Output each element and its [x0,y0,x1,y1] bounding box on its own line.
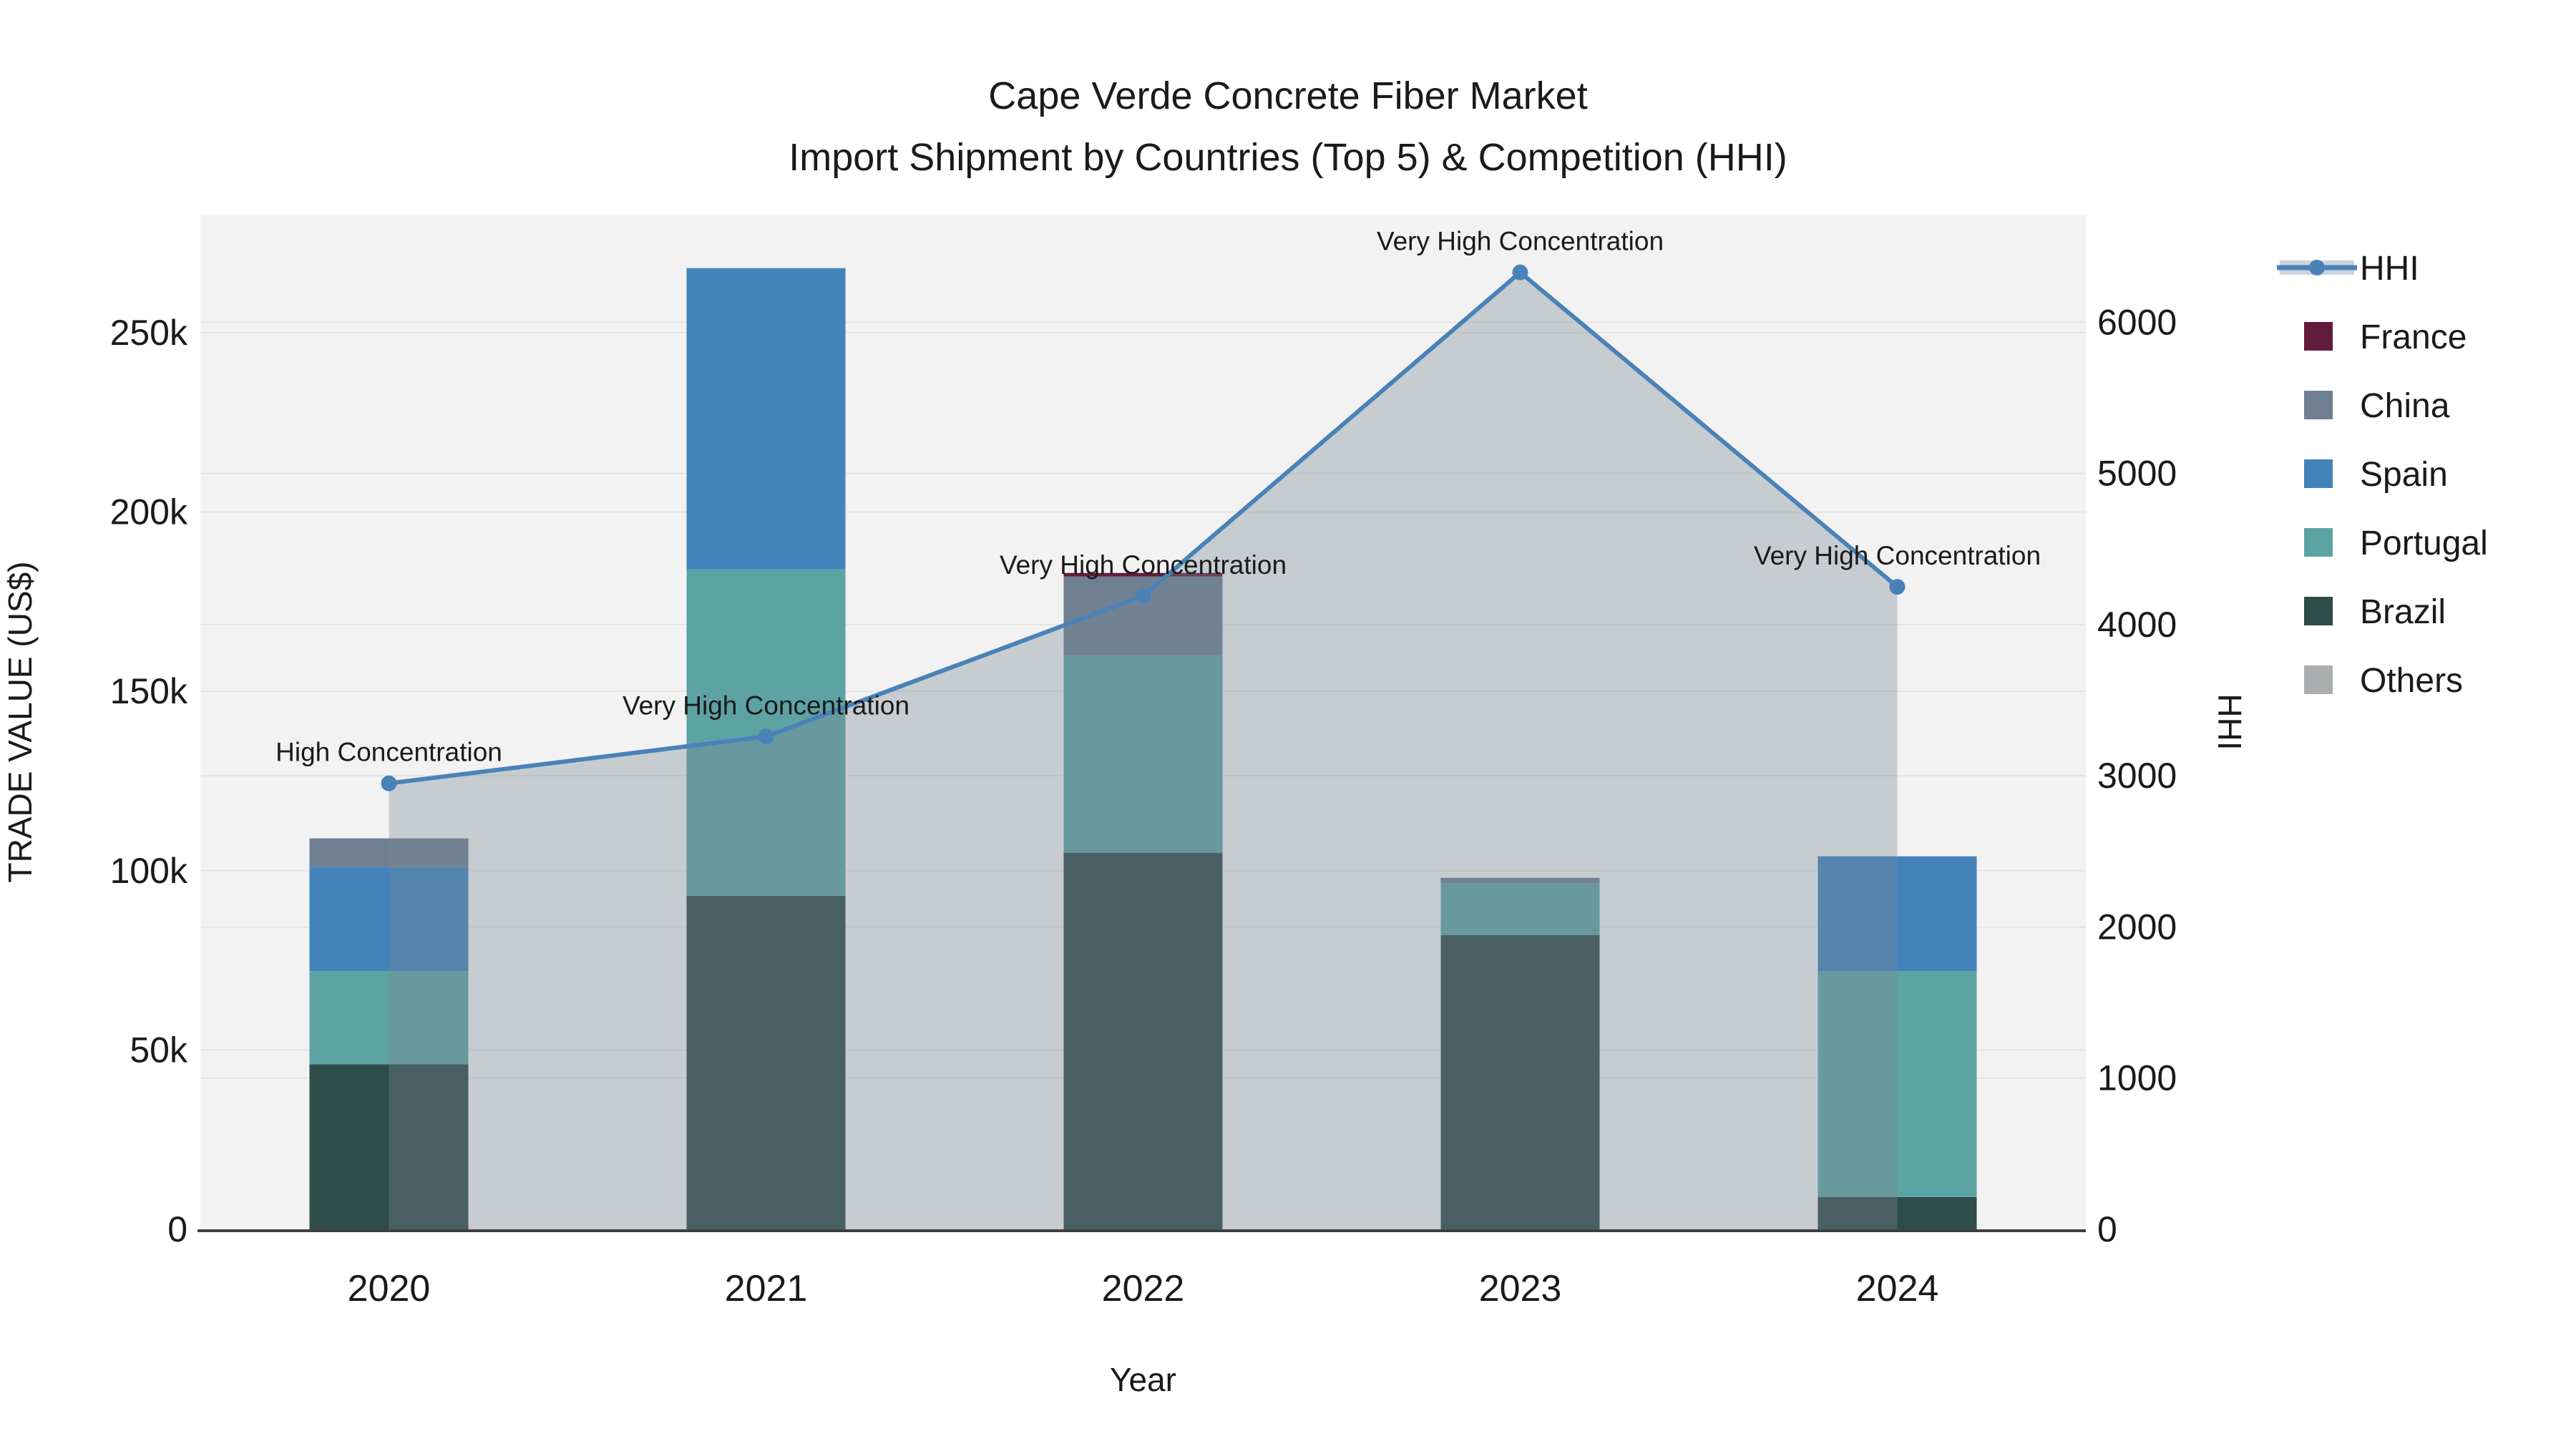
chart-title-line2: Import Shipment by Countries (Top 5) & C… [789,136,1787,179]
legend-swatch-france [2304,322,2333,351]
legend-item-france[interactable]: France [2304,318,2467,356]
x-tick-label-2023: 2023 [1479,1268,1562,1309]
annotation-2022: Very High Concentration [1000,550,1287,580]
y-right-tick-label: 2000 [2097,907,2177,947]
bar-group-2022 [1063,572,1223,1229]
legend: HHI France China Spain Portugal Brazil Others [2277,250,2488,700]
hhi-marker-2022 [1135,587,1151,604]
bar-segment-brazil-2021 [686,895,846,1229]
y-right-axis-title: HHI [2211,693,2248,750]
bar-segment-portugal-2020 [309,971,469,1065]
legend-swatch-others [2304,665,2333,694]
hhi-area-fill [389,272,1898,1230]
hhi-marker-2024 [1889,579,1906,595]
bar-segment-spain-2020 [309,867,469,972]
y-right-tick-label: 5000 [2097,454,2177,494]
legend-item-spain[interactable]: Spain [2304,456,2448,494]
y-left-tick-label: 100k [110,851,188,891]
legend-item-portugal[interactable]: Portugal [2304,525,2488,562]
legend-swatch-portugal [2304,528,2333,557]
bar-group-2020 [309,838,469,1229]
legend-swatch-spain [2304,459,2333,488]
y-left-tick-label: 0 [167,1209,187,1249]
x-tick-label-2024: 2024 [1856,1268,1939,1309]
bar-segment-brazil-2024 [1818,1196,1977,1229]
y-left-tick-label: 150k [110,671,188,711]
legend-label-china: China [2360,387,2450,425]
x-tick-label-2021: 2021 [725,1268,808,1309]
bar-segment-brazil-2023 [1440,935,1600,1229]
legend-swatch-brazil [2304,597,2333,625]
y-right-tick-label: 6000 [2097,302,2177,342]
x-tick-label-2022: 2022 [1102,1268,1185,1309]
annotations: High Concentration Very High Concentratio… [275,227,2041,767]
legend-item-hhi[interactable]: HHI [2277,250,2419,288]
x-tick-label-2020: 2020 [348,1268,431,1309]
y-left-tick-label: 250k [110,313,188,353]
hhi-marker-2021 [758,728,774,745]
y-left-tick-labels: 0 50k 100k 150k 200k 250k [110,313,188,1249]
bar-segment-portugal-2023 [1440,883,1600,935]
legend-item-brazil[interactable]: Brazil [2304,593,2446,631]
bar-group-2024 [1818,856,1977,1229]
bar-segment-spain-2021 [686,268,846,570]
bar-segment-china-2023 [1440,877,1600,884]
annotation-2024: Very High Concentration [1754,541,2041,570]
legend-label-france: France [2360,318,2467,356]
y-left-tick-label: 200k [110,492,188,532]
bar-segment-brazil-2022 [1063,852,1223,1229]
bar-segment-portugal-2024 [1818,971,1977,1197]
legend-label-spain: Spain [2360,456,2448,494]
y-right-tick-label: 0 [2097,1209,2117,1249]
y-right-tick-label: 4000 [2097,605,2177,645]
annotation-2020: High Concentration [275,738,502,767]
legend-item-others[interactable]: Others [2304,662,2463,700]
legend-item-china[interactable]: China [2304,387,2450,425]
bar-segment-brazil-2020 [309,1064,469,1229]
bar-group-2023 [1440,877,1600,1229]
bar-segment-france-2022 [1063,572,1223,577]
y-left-axis-title: TRADE VALUE (US$) [1,561,39,882]
y-right-tick-label: 1000 [2097,1058,2177,1098]
legend-label-brazil: Brazil [2360,593,2446,631]
bar-segment-china-2020 [309,838,469,867]
legend-label-others: Others [2360,662,2463,700]
legend-label-hhi: HHI [2360,250,2419,288]
y-left-tick-label: 50k [130,1030,188,1070]
y-right-tick-labels: 0 1000 2000 3000 4000 5000 6000 [2097,302,2177,1249]
y-right-tick-label: 3000 [2097,756,2177,796]
annotation-2023: Very High Concentration [1377,227,1664,256]
hhi-marker-2020 [381,775,397,791]
legend-label-portugal: Portugal [2360,525,2488,562]
bar-segment-portugal-2022 [1063,655,1223,853]
bar-segment-spain-2024 [1818,856,1977,972]
hhi-marker-2023 [1512,264,1528,280]
x-tick-labels: 2020 2021 2022 2023 2024 [348,1268,1939,1309]
legend-hhi-marker [2309,260,2325,275]
chart-title-line1: Cape Verde Concrete Fiber Market [988,74,1587,117]
annotation-2021: Very High Concentration [623,691,909,720]
legend-swatch-china [2304,391,2333,419]
x-axis-title: Year [1110,1361,1176,1398]
